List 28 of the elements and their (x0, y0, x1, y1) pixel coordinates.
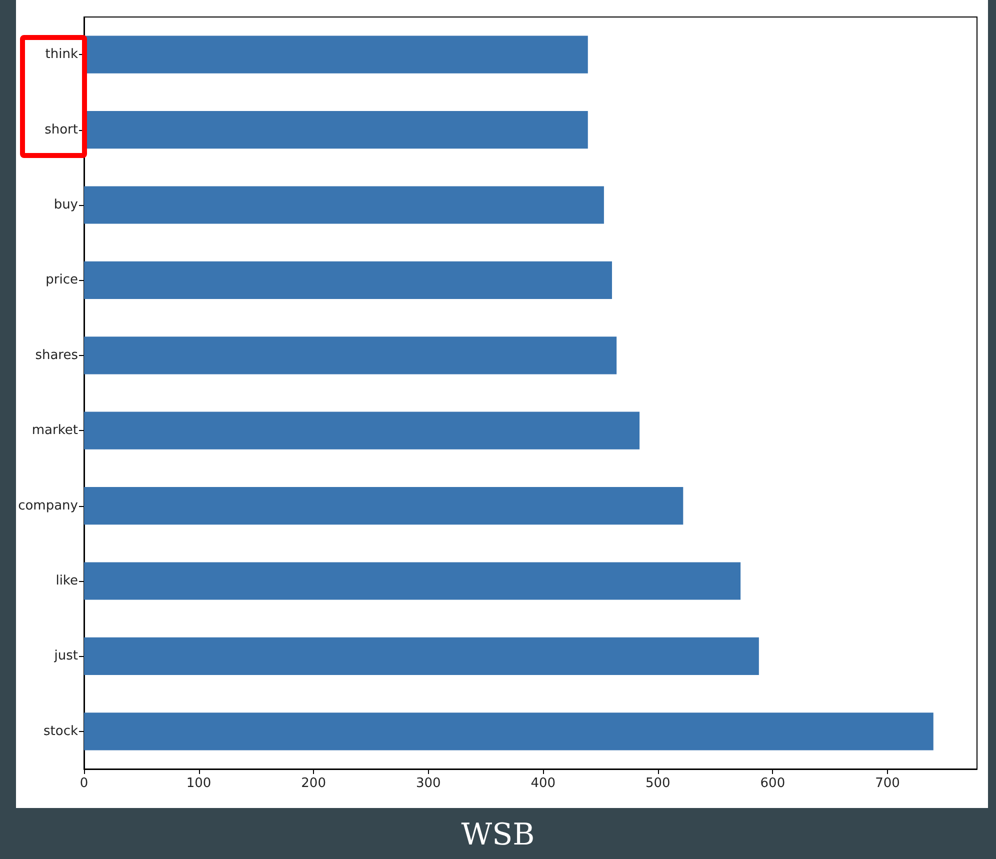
x-tick-label: 600 (760, 776, 786, 791)
y-tick-label: price (46, 272, 78, 288)
bar (84, 487, 684, 525)
y-tick-label: market (32, 423, 78, 438)
y-tick-label: just (53, 648, 78, 664)
x-tick-label: 200 (301, 776, 326, 791)
x-tick-label: 300 (416, 776, 441, 791)
y-tick-label: buy (54, 198, 78, 212)
y-tick-label: think (45, 47, 78, 62)
bar (84, 412, 640, 450)
bar (84, 336, 617, 374)
y-tick-label: short (44, 122, 78, 138)
y-tick-label: company (18, 498, 78, 514)
x-tick-label: 700 (875, 776, 900, 791)
bar (84, 261, 612, 299)
bar (84, 36, 588, 74)
bar (84, 637, 759, 675)
x-tick-label: 400 (530, 776, 556, 791)
bar (84, 712, 934, 750)
y-tick-label: shares (35, 348, 78, 363)
x-tick-label: 500 (645, 776, 670, 791)
x-tick-label: 100 (186, 776, 212, 791)
bar (84, 186, 604, 224)
y-tick-label: like (56, 574, 78, 588)
x-tick-label: 0 (80, 776, 88, 791)
bar (84, 562, 741, 600)
text: WSB (461, 818, 535, 852)
y-tick-label: stock (44, 724, 78, 739)
